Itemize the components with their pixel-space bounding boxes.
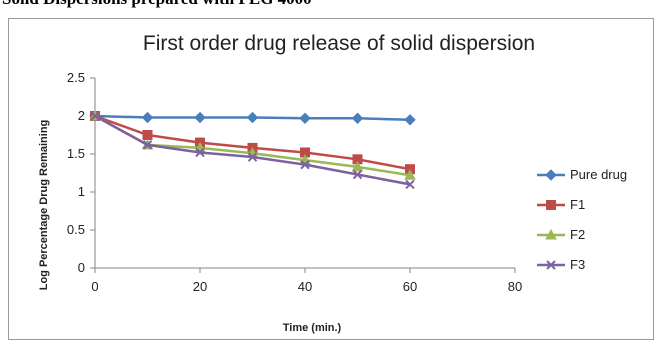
x-tick-label: 60 [403,279,417,294]
x-tick-label: 20 [193,279,207,294]
legend-marker-pure-drug [545,169,557,181]
x-axis-title: Time (min.) [283,322,342,334]
data-point-f1 [142,130,153,140]
data-point-f3 [405,179,415,190]
data-point-f3 [300,159,310,170]
x-tick-label: 40 [298,279,312,294]
y-tick-label: 2.5 [67,70,85,85]
legend-label-pure-drug: Pure drug [570,167,627,182]
legend-label-f1: F1 [570,197,585,212]
document-heading: Solid Dispersions prepared with PEG 4000 [2,0,312,9]
y-tick-label: 0.5 [67,222,85,237]
series-pure-drug [89,110,416,126]
y-tick-label: 1.5 [67,146,85,161]
legend-item-pure-drug: Pure drug [537,167,627,182]
data-point-f2 [351,160,364,172]
data-point-f3 [90,111,100,121]
legend-item-f1: F1 [537,197,585,212]
data-point-f3 [247,152,258,162]
y-axis-title: Log Percentage Drug Remaining [38,120,50,291]
x-tick-label: 0 [91,279,98,294]
data-point-pure-drug [351,112,364,124]
data-point-f3 [352,169,363,180]
y-tick-label: 0 [78,260,85,275]
legend-label-f2: F2 [570,227,585,242]
legend-item-f2: F2 [537,227,585,242]
data-point-pure-drug [246,111,259,124]
x-tick-label: 80 [508,279,522,294]
data-point-pure-drug [299,112,311,124]
chart-frame: First order drug release of solid disper… [8,18,654,340]
chart-legend: Pure drug F1 F2 F3 [537,167,627,272]
legend-marker-f2 [545,228,557,240]
chart-series-layer [89,109,416,190]
data-point-f2 [404,169,416,180]
data-point-pure-drug [141,111,154,124]
data-point-pure-drug [404,114,416,126]
chart-axes: 0 0.5 1 1.5 2 2.5 0 20 40 60 80 [67,70,522,294]
data-point-f3 [142,140,153,150]
legend-marker-f3 [546,260,556,270]
y-tick-label: 2 [78,108,85,123]
legend-label-f3: F3 [570,257,585,272]
series-f3 [90,111,415,190]
legend-item-f3: F3 [537,257,585,272]
chart-svg: First order drug release of solid disper… [38,32,627,334]
legend-marker-f1 [546,200,556,210]
chart-title: First order drug release of solid disper… [143,32,535,55]
data-point-f3 [195,147,205,158]
data-point-pure-drug [194,111,206,124]
y-tick-label: 1 [78,184,85,199]
